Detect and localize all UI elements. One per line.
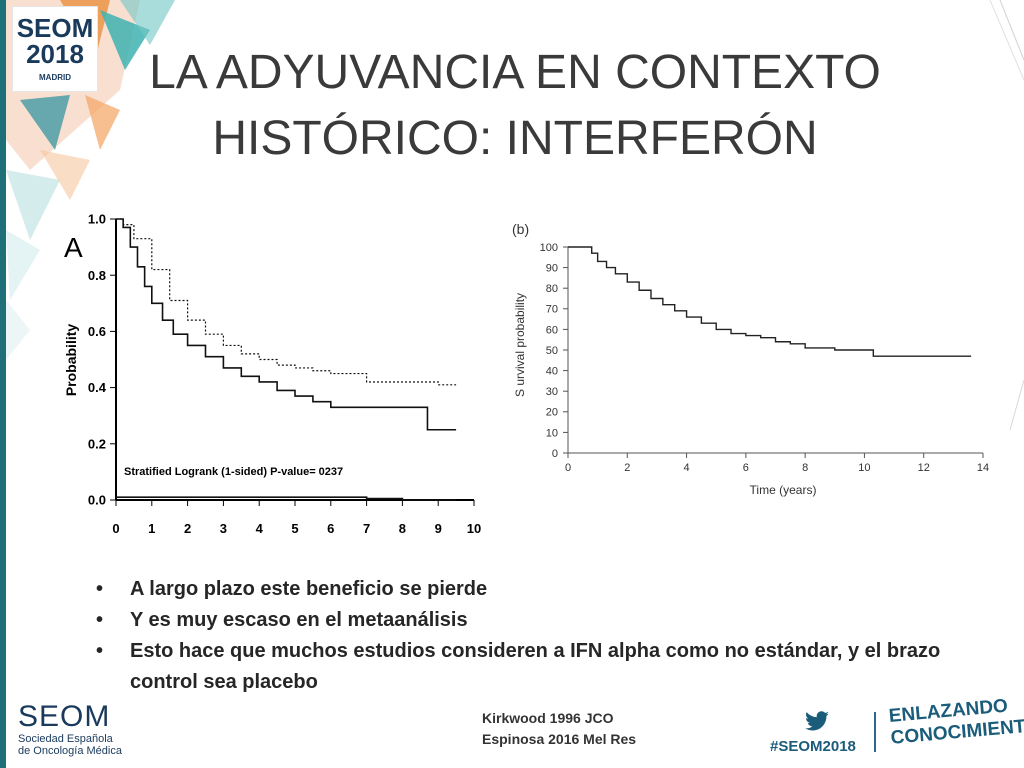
y-axis-label: Probability xyxy=(63,324,79,397)
chart-panel-a: 0 1 2 3 4 5 6 7 8 9 10 0.0 0.2 0.4 0.6 0.8 1.0 A Probabili… xyxy=(58,205,498,545)
x-tick-label: 14 xyxy=(977,462,989,474)
x-tick-label: 2 xyxy=(184,521,191,536)
seom-footer-subtitle: Sociedad Española de Oncología Médica xyxy=(18,733,122,757)
y-tick-label: 50 xyxy=(546,345,558,357)
x-tick-label: 3 xyxy=(220,521,227,536)
seom-2018-logo: SEOM 2018 MADRID xyxy=(12,6,98,92)
y-tick-label: 10 xyxy=(546,427,558,439)
y-tick-label: 1.0 xyxy=(88,212,106,227)
x-tick-label: 2 xyxy=(624,462,630,474)
seom-sub-line2: de Oncología Médica xyxy=(18,745,122,757)
slide-title: LA ADYUVANCIA EN CONTEXTO HISTÓRICO: INT… xyxy=(130,40,900,172)
x-tick-label: 8 xyxy=(802,462,808,474)
annotation-logrank: Stratified Logrank (1-sided) P-value= 02… xyxy=(124,466,343,478)
x-axis-label: Time (years) xyxy=(750,483,817,497)
x-tick-label: 7 xyxy=(363,521,370,536)
x-tick-label: 12 xyxy=(918,462,930,474)
x-tick-label: 0 xyxy=(565,462,571,474)
y-tick-label: 90 xyxy=(546,262,558,274)
chart-panel-b: 0 2 4 6 8 10 12 14 0 10 20 30 40 50 60 70 80 90 100 (b) S ur… xyxy=(508,212,998,512)
x-tick-label: 6 xyxy=(743,462,749,474)
y-tick-label: 20 xyxy=(546,407,558,419)
y-axis-label: S urvival probability xyxy=(513,293,527,397)
x-tick-label: 10 xyxy=(858,462,870,474)
seom-sub-line1: Sociedad Española xyxy=(18,733,113,745)
x-tick-label: 10 xyxy=(467,521,481,536)
series-line-2 xyxy=(116,218,457,431)
y-tick-label: 0.6 xyxy=(88,324,106,339)
reference-item: Kirkwood 1996 JCO xyxy=(482,710,614,726)
panel-label-b: (b) xyxy=(512,221,529,237)
bullet-list: A largo plazo este beneficio se pierde Y… xyxy=(96,574,976,698)
bullet-item: Esto hace que muchos estudios consideren… xyxy=(96,636,976,698)
x-tick-label: 4 xyxy=(684,462,690,474)
y-tick-label: 100 xyxy=(540,242,558,254)
y-tick-label: 80 xyxy=(546,283,558,295)
y-tick-label: 0.8 xyxy=(88,268,106,283)
x-tick-label: 4 xyxy=(256,521,264,536)
seom-footer-logo: SEOM xyxy=(18,700,111,733)
footer-divider xyxy=(874,712,876,752)
x-tick-label: 5 xyxy=(291,521,298,536)
slide-title-line2: HISTÓRICO: INTERFERÓN xyxy=(212,112,818,165)
references: Kirkwood 1996 JCO Espinosa 2016 Mel Res xyxy=(482,708,636,750)
series-line-1 xyxy=(116,218,457,386)
x-tick-label: 0 xyxy=(112,521,119,536)
hashtag-label: #SEOM2018 xyxy=(770,738,856,755)
x-tick-label: 8 xyxy=(399,521,406,536)
slide-title-line1: LA ADYUVANCIA EN CONTEXTO xyxy=(149,46,881,99)
logo-text-seom: SEOM xyxy=(16,13,94,43)
x-tick-label: 9 xyxy=(435,521,442,536)
y-tick-label: 0.0 xyxy=(88,493,106,508)
y-tick-label: 0 xyxy=(552,448,558,460)
y-tick-label: 70 xyxy=(546,304,558,316)
kaplan-meier-chart-b: 0 2 4 6 8 10 12 14 0 10 20 30 40 50 60 70 80 90 100 (b) S ur… xyxy=(512,221,989,497)
kaplan-meier-chart-a: 0 1 2 3 4 5 6 7 8 9 10 0.0 0.2 0.4 0.6 0.8 1.0 A Probabili… xyxy=(63,212,481,536)
bullet-item: Y es muy escaso en el metaanálisis xyxy=(96,605,976,636)
reference-item: Espinosa 2016 Mel Res xyxy=(482,731,637,747)
y-tick-label: 0.4 xyxy=(88,380,107,395)
logo-text-year: 2018 xyxy=(26,39,84,69)
x-tick-label: 1 xyxy=(148,521,155,536)
x-tick-label: 6 xyxy=(327,521,334,536)
y-tick-label: 40 xyxy=(546,365,558,377)
panel-label-a: A xyxy=(64,232,83,263)
series-line-1 xyxy=(568,246,972,357)
logo-text-city: MADRID xyxy=(39,73,71,82)
series-line-3 xyxy=(116,496,457,501)
bullet-item: A largo plazo este beneficio se pierde xyxy=(96,574,976,605)
y-tick-label: 0.2 xyxy=(88,436,106,451)
y-tick-label: 30 xyxy=(546,386,558,398)
twitter-icon xyxy=(805,711,829,731)
y-tick-label: 60 xyxy=(546,324,558,336)
